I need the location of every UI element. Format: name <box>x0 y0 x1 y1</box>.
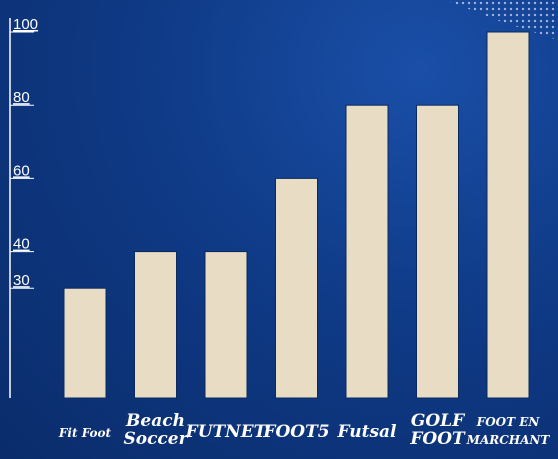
bar <box>275 177 318 399</box>
bar <box>486 31 530 399</box>
x-category-label: FOOT <box>409 429 466 449</box>
x-category-label: Beach <box>125 411 185 431</box>
y-tick-label: 60 <box>13 162 30 179</box>
bar <box>63 287 107 399</box>
y-tick-label: 100 <box>13 16 38 33</box>
x-category-label: Futsal <box>336 422 397 442</box>
bar <box>134 251 177 399</box>
bar <box>345 104 389 399</box>
bar <box>416 104 459 399</box>
x-category-label: FUTNET <box>185 422 268 442</box>
y-tick-label: 30 <box>13 272 30 289</box>
x-category-label: FOOT5 <box>262 422 329 442</box>
x-category-label: Soccer <box>123 429 188 449</box>
x-category-label: MARCHANT <box>466 433 551 447</box>
x-category-label: GOLF <box>411 411 466 431</box>
bar <box>204 251 248 399</box>
y-tick-label: 80 <box>13 89 30 106</box>
x-category-label: Fit Foot <box>58 426 112 440</box>
y-tick-label: 40 <box>13 236 30 253</box>
x-category-label: FOOT EN <box>476 415 541 429</box>
